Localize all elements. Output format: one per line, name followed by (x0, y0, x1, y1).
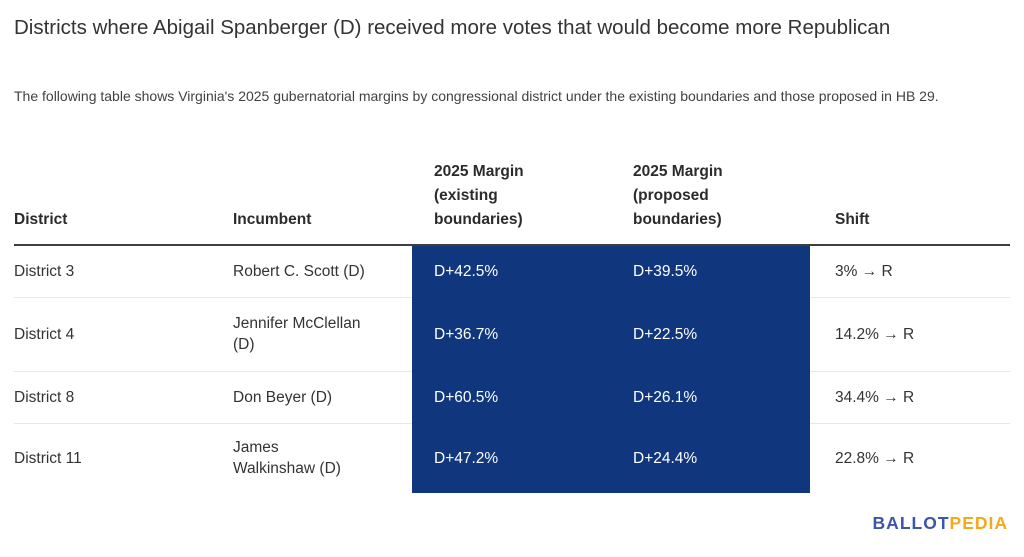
cell-district: District 3 (14, 245, 233, 298)
table-row-district-8: District 8 Don Beyer (D) D+60.5% D+26.1%… (14, 371, 1010, 424)
column-header-incumbent: Incumbent (233, 160, 412, 246)
cell-margin-existing: D+42.5% (412, 245, 612, 297)
cell-incumbent: James Walkinshaw (D) (233, 439, 341, 478)
ballotpedia-logo-ballot: BALLOT (872, 513, 950, 533)
margins-table: District Incumbent 2025 Margin (existing… (14, 160, 1010, 493)
column-header-shift-label: Shift (835, 211, 870, 228)
cell-shift: 22.8% → R (835, 449, 915, 467)
column-header-district-label: District (14, 211, 68, 228)
cell-incumbent: Robert C. Scott (D) (233, 245, 412, 298)
table-row-district-11: District 11 James Walkinshaw (D) D+47.2%… (14, 423, 1010, 493)
cell-shift: 14.2% → R (810, 297, 1010, 372)
cell-margin-proposed: D+24.4% (612, 423, 810, 493)
cell-district: District 8 (14, 371, 233, 424)
column-header-margin-proposed: 2025 Margin (proposed boundaries) (612, 160, 810, 246)
column-header-shift: Shift (810, 160, 1010, 246)
column-header-district: District (14, 160, 233, 246)
cell-district: District 11 (14, 449, 82, 467)
page-subtitle: The following table shows Virginia's 202… (14, 88, 939, 104)
cell-margin-proposed: D+22.5% (612, 297, 810, 371)
cell-shift: 3% → R (810, 245, 1010, 298)
page-title: Districts where Abigail Spanberger (D) r… (14, 16, 891, 39)
ballotpedia-logo: BALLOTPEDIA (873, 513, 1008, 534)
cell-margin-existing: D+36.7% (412, 297, 612, 371)
column-header-incumbent-label: Incumbent (233, 211, 312, 228)
cell-margin-existing: D+47.2% (412, 423, 612, 493)
cell-incumbent: Jennifer McClellan (D) (233, 297, 412, 372)
cell-district: District 4 (14, 297, 233, 372)
ballotpedia-logo-pedia: PEDIA (949, 513, 1008, 533)
cell-incumbent: Don Beyer (D) (233, 371, 412, 424)
table-header-row: District Incumbent 2025 Margin (existing… (14, 160, 1010, 246)
column-header-margin-existing-label: 2025 Margin (existing boundaries) (434, 163, 524, 228)
cell-shift: 34.4% → R (810, 371, 1010, 424)
cell-margin-proposed: D+39.5% (612, 245, 810, 297)
cell-margin-existing: D+60.5% (412, 371, 612, 423)
cell-margin-proposed: D+26.1% (612, 371, 810, 423)
column-header-margin-proposed-label: 2025 Margin (proposed boundaries) (633, 163, 723, 228)
column-header-margin-existing: 2025 Margin (existing boundaries) (412, 160, 612, 246)
table-row-district-4: District 4 Jennifer McClellan (D) D+36.7… (14, 297, 1010, 372)
table-row-district-3: District 3 Robert C. Scott (D) D+42.5% D… (14, 245, 1010, 298)
